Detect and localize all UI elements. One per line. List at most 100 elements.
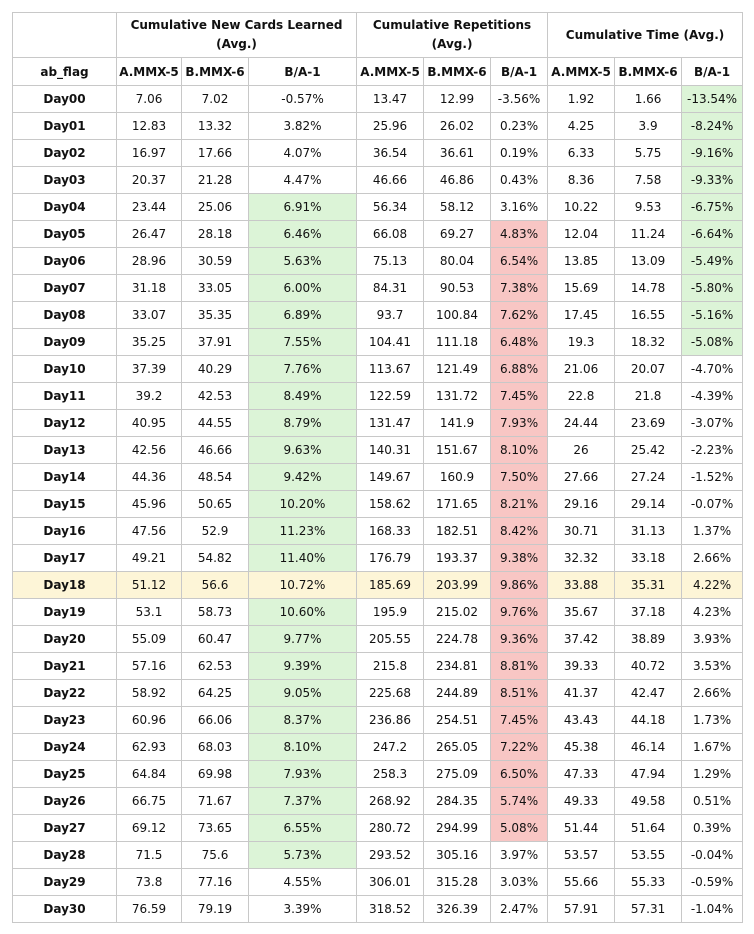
day-label: Day26 xyxy=(12,787,117,815)
repetitions-ratio-value: 8.10% xyxy=(490,436,549,464)
day-label: Day27 xyxy=(12,814,117,842)
day-label: Day15 xyxy=(12,490,117,518)
new-cards-a-value: 51.12 xyxy=(116,571,182,599)
day-label: Day28 xyxy=(12,841,117,869)
new-cards-ratio-value: 9.77% xyxy=(247,625,358,653)
table-row: Day20 55.09 60.47 9.77% 205.55 224.78 9.36% 37.… xyxy=(12,625,744,653)
repetitions-ratio-value: 4.83% xyxy=(490,220,549,248)
table-row: Day03 20.37 21.28 4.47% 46.66 46.86 0.43% 8.36 7… xyxy=(12,166,744,194)
new-cards-ratio-value: 5.73% xyxy=(247,841,358,869)
new-cards-b-value: 68.03 xyxy=(181,733,249,761)
time-ratio-value: -4.70% xyxy=(681,355,744,383)
repetitions-a-value: 268.92 xyxy=(356,787,425,815)
time-ratio-value: 0.51% xyxy=(681,787,744,815)
new-cards-ratio-value: 3.82% xyxy=(247,112,358,140)
new-cards-b-value: 62.53 xyxy=(181,652,249,680)
repetitions-b-value: 275.09 xyxy=(423,760,492,788)
time-a-value: 26 xyxy=(547,436,616,464)
time-a-value: 43.43 xyxy=(547,706,616,734)
table-row: Day22 58.92 64.25 9.05% 225.68 244.89 8.51% 41.… xyxy=(12,679,744,707)
header-sub-col: A.MMX-5 xyxy=(547,57,616,86)
time-a-value: 19.3 xyxy=(547,328,616,356)
time-b-value: 51.64 xyxy=(614,814,683,842)
repetitions-b-value: 160.9 xyxy=(423,463,492,491)
table-row: Day21 57.16 62.53 9.39% 215.8 234.81 8.81% 39.3… xyxy=(12,652,744,680)
new-cards-b-value: 79.19 xyxy=(181,895,249,923)
time-ratio-value: 4.22% xyxy=(681,571,744,599)
new-cards-b-value: 21.28 xyxy=(181,166,249,194)
new-cards-b-value: 7.02 xyxy=(181,85,249,113)
time-ratio-value: -13.54% xyxy=(681,85,744,113)
repetitions-a-value: 195.9 xyxy=(356,598,425,626)
time-b-value: 53.55 xyxy=(614,841,683,869)
time-ratio-value: 0.39% xyxy=(681,814,744,842)
day-label: Day18 xyxy=(12,571,117,599)
repetitions-b-value: 284.35 xyxy=(423,787,492,815)
time-ratio-value: -1.04% xyxy=(681,895,744,923)
time-ratio-value: -2.23% xyxy=(681,436,744,464)
new-cards-a-value: 33.07 xyxy=(116,301,182,329)
new-cards-ratio-value: 6.89% xyxy=(247,301,358,329)
time-ratio-value: -6.64% xyxy=(681,220,744,248)
repetitions-a-value: 280.72 xyxy=(356,814,425,842)
new-cards-b-value: 46.66 xyxy=(181,436,249,464)
time-b-value: 13.09 xyxy=(614,247,683,275)
repetitions-a-value: 104.41 xyxy=(356,328,425,356)
day-label: Day29 xyxy=(12,868,117,896)
day-label: Day07 xyxy=(12,274,117,302)
repetitions-ratio-value: 0.23% xyxy=(490,112,549,140)
new-cards-ratio-value: 7.55% xyxy=(247,328,358,356)
repetitions-b-value: 326.39 xyxy=(423,895,492,923)
day-label: Day03 xyxy=(12,166,117,194)
new-cards-b-value: 37.91 xyxy=(181,328,249,356)
time-a-value: 53.57 xyxy=(547,841,616,869)
day-label: Day00 xyxy=(12,85,117,113)
table-row: Day07 31.18 33.05 6.00% 84.31 90.53 7.38% 15.69… xyxy=(12,274,744,302)
time-b-value: 25.42 xyxy=(614,436,683,464)
repetitions-a-value: 215.8 xyxy=(356,652,425,680)
time-b-value: 23.69 xyxy=(614,409,683,437)
new-cards-a-value: 58.92 xyxy=(116,679,182,707)
table-row: Day14 44.36 48.54 9.42% 149.67 160.9 7.50% 27.6… xyxy=(12,463,744,491)
repetitions-b-value: 294.99 xyxy=(423,814,492,842)
repetitions-b-value: 111.18 xyxy=(423,328,492,356)
table-row: Day05 26.47 28.18 6.46% 66.08 69.27 4.83% 12.04… xyxy=(12,220,744,248)
repetitions-ratio-value: 8.21% xyxy=(490,490,549,518)
repetitions-a-value: 306.01 xyxy=(356,868,425,896)
new-cards-ratio-value: -0.57% xyxy=(247,85,358,113)
new-cards-ratio-value: 5.63% xyxy=(247,247,358,275)
time-ratio-value: -5.49% xyxy=(681,247,744,275)
time-b-value: 20.07 xyxy=(614,355,683,383)
time-ratio-value: -1.52% xyxy=(681,463,744,491)
repetitions-a-value: 84.31 xyxy=(356,274,425,302)
time-b-value: 1.66 xyxy=(614,85,683,113)
table-row: Day25 64.84 69.98 7.93% 258.3 275.09 6.50% 47.3… xyxy=(12,760,744,788)
repetitions-ratio-value: 7.22% xyxy=(490,733,549,761)
repetitions-b-value: 90.53 xyxy=(423,274,492,302)
time-ratio-value: -4.39% xyxy=(681,382,744,410)
repetitions-ratio-value: 0.19% xyxy=(490,139,549,167)
repetitions-b-value: 224.78 xyxy=(423,625,492,653)
time-b-value: 21.8 xyxy=(614,382,683,410)
day-label: Day22 xyxy=(12,679,117,707)
new-cards-ratio-value: 8.10% xyxy=(247,733,358,761)
time-a-value: 21.06 xyxy=(547,355,616,383)
new-cards-b-value: 73.65 xyxy=(181,814,249,842)
time-a-value: 24.44 xyxy=(547,409,616,437)
time-ratio-value: 3.93% xyxy=(681,625,744,653)
header-sub-col: B.MMX-6 xyxy=(181,57,249,86)
new-cards-a-value: 28.96 xyxy=(116,247,182,275)
time-b-value: 57.31 xyxy=(614,895,683,923)
repetitions-a-value: 185.69 xyxy=(356,571,425,599)
repetitions-a-value: 176.79 xyxy=(356,544,425,572)
day-label: Day17 xyxy=(12,544,117,572)
new-cards-ratio-value: 6.46% xyxy=(247,220,358,248)
new-cards-a-value: 47.56 xyxy=(116,517,182,545)
new-cards-a-value: 69.12 xyxy=(116,814,182,842)
repetitions-ratio-value: 9.86% xyxy=(490,571,549,599)
new-cards-ratio-value: 9.39% xyxy=(247,652,358,680)
new-cards-a-value: 64.84 xyxy=(116,760,182,788)
header-sub-col: B.MMX-6 xyxy=(423,57,492,86)
time-ratio-value: 2.66% xyxy=(681,544,744,572)
header-sub-col: B/A-1 xyxy=(490,57,549,86)
